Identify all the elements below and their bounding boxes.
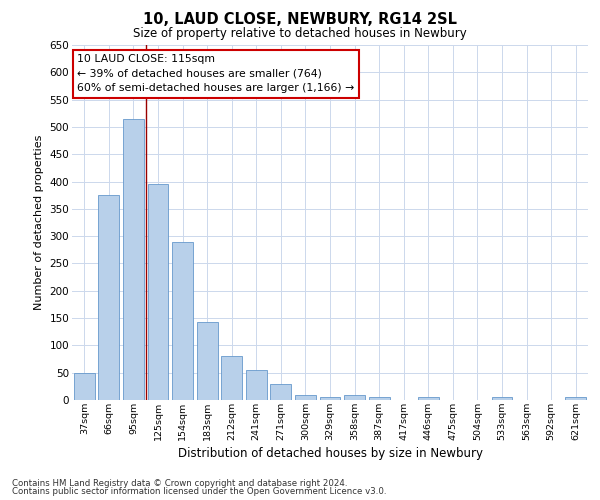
Bar xyxy=(221,356,242,400)
Text: 10 LAUD CLOSE: 115sqm
← 39% of detached houses are smaller (764)
60% of semi-det: 10 LAUD CLOSE: 115sqm ← 39% of detached … xyxy=(77,54,355,94)
Text: Contains public sector information licensed under the Open Government Licence v3: Contains public sector information licen… xyxy=(12,487,386,496)
Bar xyxy=(148,184,169,400)
Bar xyxy=(98,195,119,400)
Bar xyxy=(74,372,95,400)
Text: Size of property relative to detached houses in Newbury: Size of property relative to detached ho… xyxy=(133,28,467,40)
Bar xyxy=(123,118,144,400)
Bar xyxy=(172,242,193,400)
Bar xyxy=(418,398,439,400)
Text: Contains HM Land Registry data © Crown copyright and database right 2024.: Contains HM Land Registry data © Crown c… xyxy=(12,478,347,488)
X-axis label: Distribution of detached houses by size in Newbury: Distribution of detached houses by size … xyxy=(178,447,482,460)
Bar xyxy=(368,398,389,400)
Bar xyxy=(295,394,316,400)
Y-axis label: Number of detached properties: Number of detached properties xyxy=(34,135,44,310)
Bar xyxy=(246,370,267,400)
Bar xyxy=(320,398,340,400)
Bar xyxy=(565,398,586,400)
Bar xyxy=(197,322,218,400)
Bar xyxy=(344,394,365,400)
Bar xyxy=(491,398,512,400)
Text: 10, LAUD CLOSE, NEWBURY, RG14 2SL: 10, LAUD CLOSE, NEWBURY, RG14 2SL xyxy=(143,12,457,28)
Bar xyxy=(271,384,292,400)
